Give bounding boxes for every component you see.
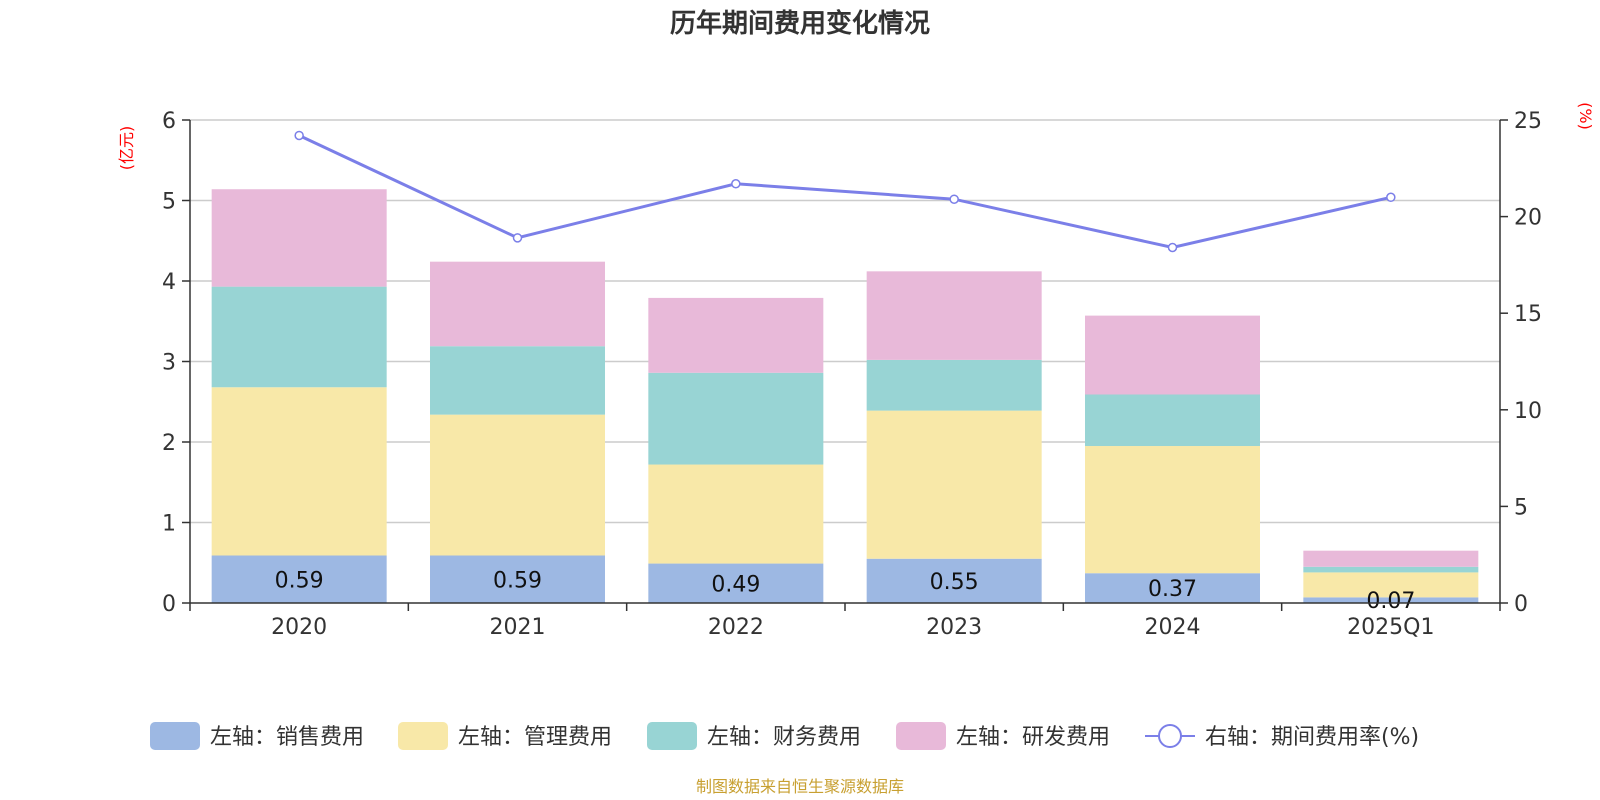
left-axis-tick-label: 0 xyxy=(162,592,176,617)
bars xyxy=(211,189,1479,603)
legend-label: 左轴：管理费用 xyxy=(458,725,612,750)
data-source-note: 制图数据来自恒生聚源数据库 xyxy=(696,777,904,796)
left-axis-tick-label: 6 xyxy=(162,109,176,134)
x-axis-tick-label: 2021 xyxy=(490,615,546,640)
bar-segment xyxy=(430,261,605,347)
rate-point xyxy=(512,233,523,243)
legend-swatch xyxy=(647,722,697,750)
bar-segment xyxy=(1303,550,1479,567)
legend-swatch xyxy=(398,722,448,750)
bar-segment xyxy=(866,558,1042,603)
legend-label: 左轴：财务费用 xyxy=(707,725,861,750)
rate-line xyxy=(294,130,1396,253)
legend: 左轴：销售费用 左轴：管理费用 左轴：财务费用 左轴：研发费用 右轴：期间费用率(%) xyxy=(150,722,1419,750)
rate-point xyxy=(294,130,304,141)
legend-swatch xyxy=(150,722,200,750)
bar-segment xyxy=(430,346,605,415)
bar-segment xyxy=(1303,597,1479,603)
x-axis-tick-label: 2024 xyxy=(1145,615,1201,640)
bar-segment xyxy=(648,297,824,373)
right-axis-tick-label: 0 xyxy=(1514,592,1528,617)
rate-point xyxy=(1167,242,1178,253)
left-axis-tick-label: 4 xyxy=(162,270,176,295)
bar-segment xyxy=(430,555,605,603)
chart-title: 历年期间费用变化情况 xyxy=(670,8,930,39)
bar-segment xyxy=(211,286,387,388)
right-axis-unit: (%) xyxy=(1576,102,1595,130)
bar-segment xyxy=(648,372,824,465)
bar-segment xyxy=(1085,446,1260,574)
x-axis-tick-label: 2022 xyxy=(708,615,764,640)
bar-segment xyxy=(1085,315,1260,395)
right-axis-tick-label: 5 xyxy=(1514,495,1528,520)
rate-point xyxy=(731,179,741,189)
bar-segment xyxy=(866,271,1042,360)
bar-segment xyxy=(1303,572,1479,598)
legend-label: 左轴：研发费用 xyxy=(956,725,1110,750)
legend-label: 右轴：期间费用率(%) xyxy=(1205,725,1419,750)
rate-point xyxy=(949,194,959,204)
rate-line-path xyxy=(298,134,1392,250)
right-axis-tick-label: 25 xyxy=(1514,109,1542,134)
bar-value-label: 0.59 xyxy=(493,568,542,593)
bar-segment xyxy=(1085,394,1260,447)
bar-segment xyxy=(866,410,1042,559)
bar-labels: 0.59 0.59 0.49 0.55 0.37 0.07 xyxy=(275,568,1416,614)
legend-label: 左轴：销售费用 xyxy=(210,725,364,750)
axes: 0 1 2 3 4 5 6 0 5 10 15 20 25 2020 2021 2022 2023 2024 202… xyxy=(162,109,1542,640)
right-axis-tick-label: 10 xyxy=(1514,399,1542,424)
left-axis-unit: (亿元) xyxy=(117,126,136,171)
bar-value-label: 0.07 xyxy=(1366,589,1415,614)
left-axis-tick-label: 3 xyxy=(162,351,176,376)
right-axis-tick-label: 15 xyxy=(1514,302,1542,327)
right-axis-tick-label: 20 xyxy=(1514,206,1542,231)
left-axis-tick-label: 2 xyxy=(162,431,176,456)
bar-segment xyxy=(866,359,1042,411)
rate-point xyxy=(1386,192,1396,203)
x-axis-tick-label: 2025Q1 xyxy=(1347,615,1434,640)
bar-value-label: 0.55 xyxy=(930,570,979,595)
x-axis-tick-label: 2023 xyxy=(926,615,982,640)
bar-segment xyxy=(1303,566,1479,573)
bar-value-label: 0.49 xyxy=(711,572,760,597)
bar-segment xyxy=(211,189,387,287)
left-axis-tick-label: 5 xyxy=(162,190,176,215)
grid-lines xyxy=(190,119,1500,524)
bar-segment xyxy=(430,414,605,556)
bar-value-label: 0.59 xyxy=(275,568,324,593)
left-axis-tick-label: 1 xyxy=(162,512,176,537)
legend-swatch xyxy=(896,722,946,750)
legend-marker xyxy=(1158,724,1182,748)
x-axis-tick-label: 2020 xyxy=(271,615,327,640)
bar-segment xyxy=(1085,573,1260,603)
bar-segment xyxy=(648,563,824,603)
bar-segment xyxy=(648,464,824,564)
bar-value-label: 0.37 xyxy=(1148,577,1197,602)
bar-segment xyxy=(211,555,387,603)
bar-segment xyxy=(211,387,387,556)
